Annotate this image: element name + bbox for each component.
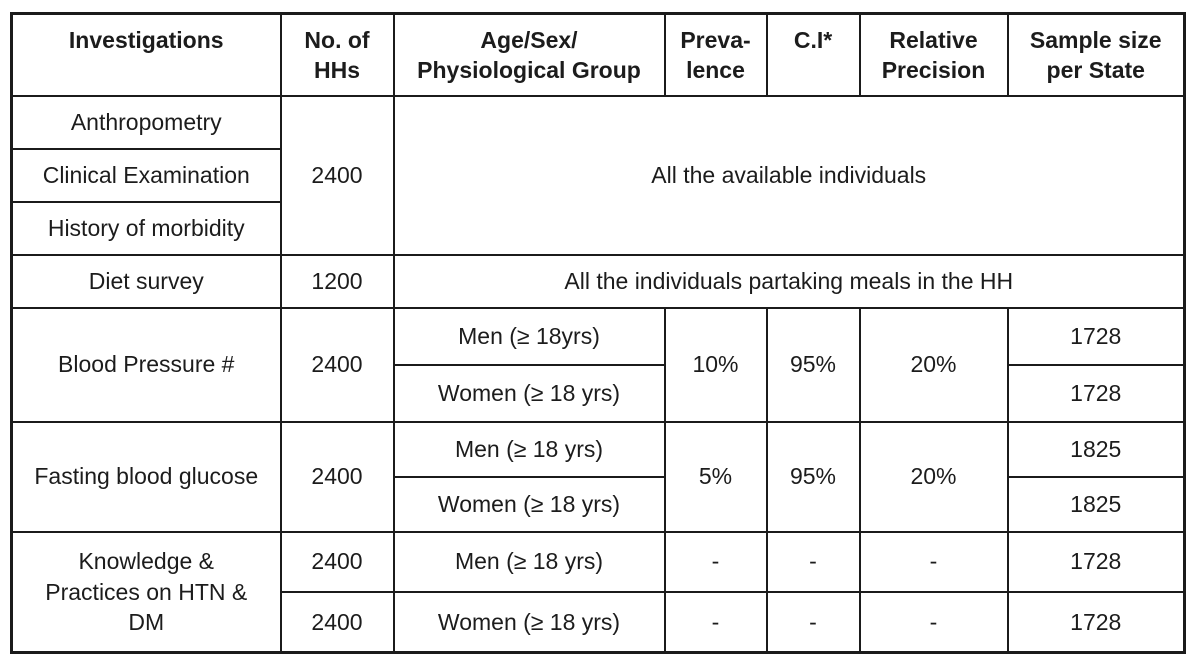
cell-group-note: All the available individuals <box>392 94 1186 256</box>
table-row-fasting-glucose-women: Women (≥ 18 yrs) 1825 <box>12 475 1186 533</box>
table-row-blood-pressure-men: Blood Pressure # 2400 Men (≥ 18yrs) 10% … <box>10 306 1186 423</box>
table-header-row: Investigations No. of HHs Age/Sex/ Physi… <box>10 12 1186 97</box>
cell-hh-count: 2400 <box>279 306 395 423</box>
cell-sample-size: 1825 <box>1006 475 1186 533</box>
header-no-of-hhs: No. of HHs <box>279 12 395 97</box>
table-row-history-of-morbidity: History of morbidity <box>10 200 1185 256</box>
cell-age-sex-group: Men (≥ 18yrs) <box>392 306 666 366</box>
table-row-knowledge-women: 2400 Women (≥ 18 yrs) - - - 1728 <box>12 590 1186 654</box>
table-row-diet-survey: Diet survey 1200 All the individuals par… <box>10 253 1186 309</box>
cell-prevalence: - <box>663 530 768 593</box>
cell-ci: 95% <box>765 420 861 533</box>
header-relative-precision: Relative Precision <box>858 12 1009 97</box>
cell-hh-count: 2400 <box>279 590 395 654</box>
cell-age-sex-group: Women (≥ 18 yrs) <box>392 363 666 423</box>
cell-prevalence: 10% <box>663 306 768 423</box>
cell-investigation: Fasting blood glucose <box>10 420 282 533</box>
table-row-anthropometry: Anthropometry 2400 All the available ind… <box>10 94 1186 256</box>
cell-sample-size: 1728 <box>1006 530 1186 593</box>
cell-sample-size: 1728 <box>1006 590 1186 654</box>
cell-relative-precision: 20% <box>858 420 1009 533</box>
cell-relative-precision: - <box>858 590 1009 654</box>
cell-investigation: Clinical Examination <box>10 147 282 203</box>
cell-ci: - <box>765 530 861 593</box>
cell-group-note: All the individuals partaking meals in t… <box>392 253 1186 309</box>
cell-investigation: Knowledge & Practices on HTN & DM <box>10 530 282 654</box>
table-row-knowledge-men: Knowledge & Practices on HTN & DM 2400 M… <box>10 530 1186 654</box>
cell-hh-count: 1200 <box>279 253 395 309</box>
table-row-fasting-glucose-men: Fasting blood glucose 2400 Men (≥ 18 yrs… <box>10 420 1186 533</box>
header-ci: C.I* <box>765 12 861 97</box>
header-sample-size: Sample size per State <box>1006 12 1186 97</box>
header-age-sex-group: Age/Sex/ Physiological Group <box>392 12 666 97</box>
cell-relative-precision: - <box>858 530 1009 593</box>
cell-relative-precision: 20% <box>858 306 1009 423</box>
cell-investigation: History of morbidity <box>10 200 282 256</box>
cell-age-sex-group: Men (≥ 18 yrs) <box>392 420 666 478</box>
cell-prevalence: - <box>663 590 768 654</box>
cell-sample-size: 1825 <box>1006 420 1186 478</box>
cell-sample-size: 1728 <box>1006 363 1186 423</box>
sampling-design-table: Investigations No. of HHs Age/Sex/ Physi… <box>10 12 1186 654</box>
cell-investigation: Anthropometry <box>10 94 282 150</box>
table-row-blood-pressure-women: Women (≥ 18 yrs) 1728 <box>12 363 1186 423</box>
header-prevalence: Preva- lence <box>663 12 768 97</box>
cell-age-sex-group: Women (≥ 18 yrs) <box>392 475 666 533</box>
cell-ci: - <box>765 590 861 654</box>
cell-hh-count: 2400 <box>279 530 395 593</box>
cell-age-sex-group: Women (≥ 18 yrs) <box>392 590 666 654</box>
cell-hh-count: 2400 <box>279 94 395 256</box>
cell-investigation: Diet survey <box>10 253 282 309</box>
cell-age-sex-group: Men (≥ 18 yrs) <box>392 530 666 593</box>
cell-ci: 95% <box>765 306 861 423</box>
cell-sample-size: 1728 <box>1006 306 1186 366</box>
table-row-clinical-examination: Clinical Examination <box>10 147 1185 203</box>
cell-investigation: Blood Pressure # <box>10 306 282 423</box>
cell-hh-count: 2400 <box>279 420 395 533</box>
header-investigations: Investigations <box>10 12 282 97</box>
cell-prevalence: 5% <box>663 420 768 533</box>
